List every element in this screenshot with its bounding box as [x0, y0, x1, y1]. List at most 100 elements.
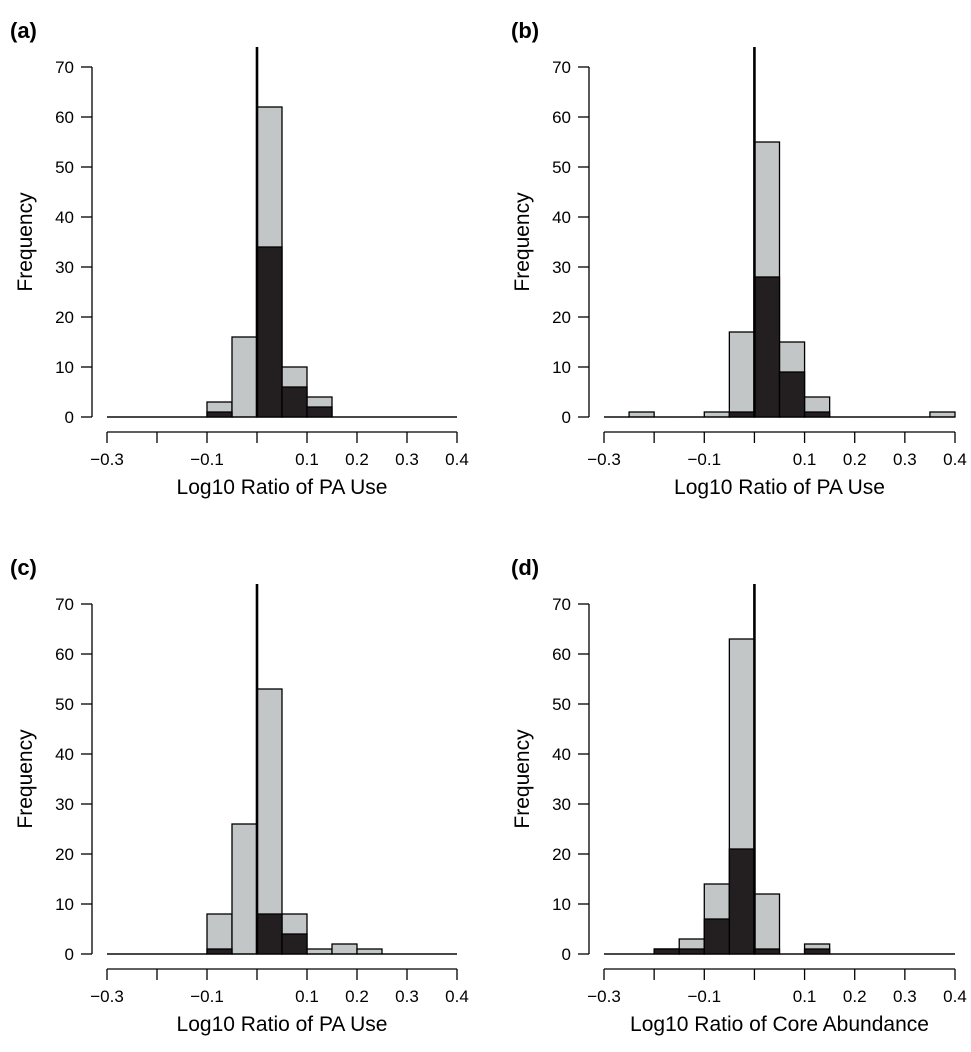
bar-subset: [803, 948, 831, 955]
y-tick-label: 70: [55, 595, 74, 614]
x-tick-label: 0.1: [295, 987, 319, 1006]
panel-d: (d) 0 10 20 30 40 50 60 70 −0.3 −0.1 0.1 0.2 0.3 0.4 Lo…: [511, 555, 967, 1036]
y-axis-title: Frequency: [14, 729, 37, 829]
y-tick-label: 50: [55, 695, 74, 714]
x-axis-title: Log10 Ratio of PA Use: [674, 476, 885, 499]
panel-label: (d): [511, 555, 539, 580]
y-tick-label: 60: [55, 108, 74, 127]
x-tick-label: 0.4: [943, 450, 967, 469]
y-tick-label: 20: [552, 308, 571, 327]
y-tick-label: 40: [552, 745, 571, 764]
y-tick-label: 0: [562, 945, 571, 964]
panel-b: (b) 0 10 20 30 40 50 60 70 −0.3 −0.1 0.1 0.2 0.3 0.4 Lo…: [511, 18, 967, 499]
x-tick-label: −0.3: [90, 987, 124, 1006]
x-tick-label: 0.3: [893, 450, 917, 469]
y-tick-label: 0: [65, 945, 74, 964]
x-tick-label: 0.2: [345, 987, 369, 1006]
y-tick-label: 50: [552, 695, 571, 714]
x-tick-label: 0.1: [793, 987, 817, 1006]
bar-subset: [281, 386, 308, 418]
x-axis-title: Log10 Ratio of Core Abundance: [630, 1013, 929, 1036]
y-tick-label: 40: [55, 208, 74, 227]
bar-subset: [728, 411, 756, 418]
bar-all: [356, 948, 383, 955]
bar-subset: [703, 918, 731, 955]
y-axis-title: Frequency: [511, 192, 534, 292]
y-tick-label: 0: [562, 408, 571, 427]
y-tick-label: 10: [552, 895, 571, 914]
panel-label: (a): [10, 18, 37, 43]
y-tick-label: 50: [552, 158, 571, 177]
bar-subset: [753, 276, 781, 418]
x-tick-label: 0.4: [445, 450, 469, 469]
bar-subset: [256, 246, 283, 418]
x-tick-label: −0.1: [190, 987, 224, 1006]
y-tick-label: 40: [55, 745, 74, 764]
bar-subset: [306, 406, 333, 418]
x-tick-label: 0.4: [943, 987, 967, 1006]
x-tick-label: −0.1: [688, 450, 722, 469]
y-tick-label: 30: [552, 795, 571, 814]
y-tick-label: 30: [55, 258, 74, 277]
y-tick-label: 50: [55, 158, 74, 177]
bar-subset: [206, 948, 233, 955]
bar-all: [929, 411, 956, 418]
bar-subset: [281, 933, 308, 955]
x-tick-label: −0.1: [190, 450, 224, 469]
panel-a: (a) 0 10 20 30 40 50 60 70 −0.3 −0.1 0.1 0.2 0.3 0.4 Lo…: [10, 18, 469, 499]
bar-subset: [256, 913, 283, 955]
y-tick-label: 10: [55, 895, 74, 914]
bar-all: [728, 331, 756, 418]
y-tick-label: 10: [552, 358, 571, 377]
panel-c: (c) 0 10 20 30 40 50 60 70 −0.3 −0.1 0.1 0.2 0.3 0.4 Lo…: [10, 555, 469, 1036]
bar-subset: [653, 948, 680, 955]
bar-all: [331, 943, 358, 955]
x-tick-label: 0.2: [345, 450, 369, 469]
bar-all: [703, 411, 731, 418]
panel-label: (c): [10, 555, 37, 580]
y-axis-title: Frequency: [14, 192, 37, 292]
y-tick-label: 70: [55, 58, 74, 77]
bar-all: [753, 893, 781, 955]
y-tick-label: 20: [55, 308, 74, 327]
y-tick-label: 60: [552, 645, 571, 664]
bar-all: [306, 948, 333, 955]
y-tick-label: 30: [55, 795, 74, 814]
bar-subset: [678, 948, 705, 955]
bar-subset: [206, 411, 233, 418]
bar-subset: [753, 948, 781, 955]
y-tick-label: 20: [55, 845, 74, 864]
x-tick-label: 0.4: [445, 987, 469, 1006]
x-tick-label: 0.1: [793, 450, 817, 469]
bar-all: [628, 411, 655, 418]
bar-all: [231, 823, 258, 955]
x-tick-label: −0.3: [587, 450, 621, 469]
y-tick-label: 60: [552, 108, 571, 127]
x-tick-label: 0.2: [843, 987, 867, 1006]
bar-all: [206, 913, 233, 955]
bar-subset: [803, 411, 831, 418]
x-tick-label: −0.3: [587, 987, 621, 1006]
y-tick-label: 10: [55, 358, 74, 377]
x-axis-title: Log10 Ratio of PA Use: [177, 476, 388, 499]
bar-all: [231, 336, 258, 418]
x-tick-label: −0.3: [90, 450, 124, 469]
y-tick-label: 0: [65, 408, 74, 427]
y-tick-label: 60: [55, 645, 74, 664]
x-tick-label: 0.3: [395, 450, 419, 469]
y-tick-label: 20: [552, 845, 571, 864]
bar-subset: [778, 371, 806, 418]
x-tick-label: 0.3: [395, 987, 419, 1006]
panel-label: (b): [511, 18, 539, 43]
y-tick-label: 30: [552, 258, 571, 277]
x-tick-label: 0.1: [295, 450, 319, 469]
y-tick-label: 70: [552, 595, 571, 614]
x-tick-label: 0.2: [843, 450, 867, 469]
bar-subset: [728, 848, 756, 955]
y-axis-title: Frequency: [511, 729, 534, 829]
y-tick-label: 70: [552, 58, 571, 77]
x-tick-label: −0.1: [688, 987, 722, 1006]
y-tick-label: 40: [552, 208, 571, 227]
